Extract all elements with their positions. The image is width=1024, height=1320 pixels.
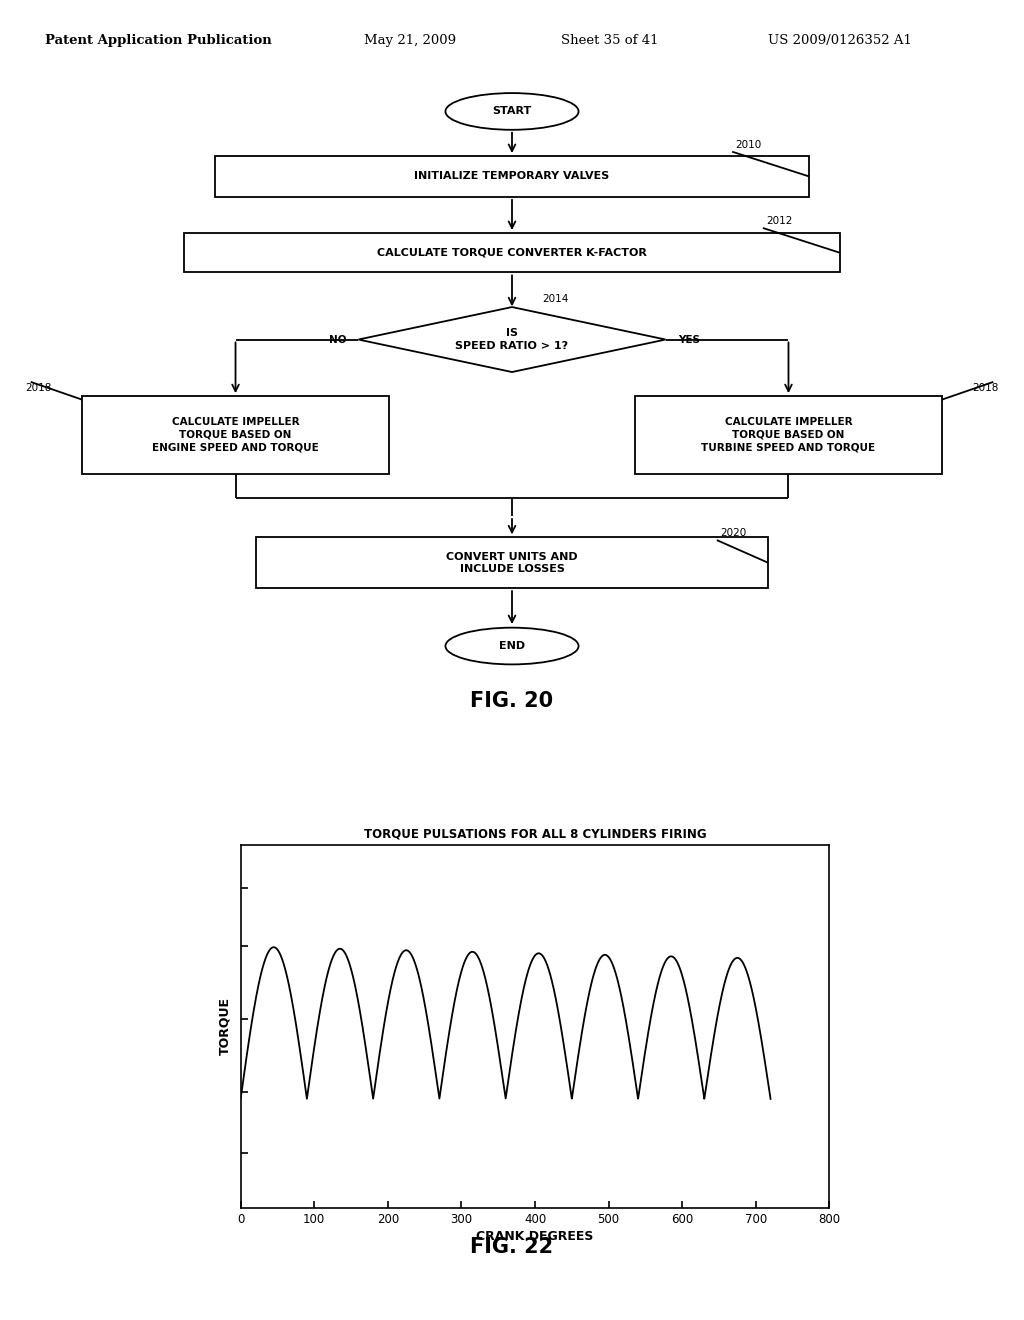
Ellipse shape [445,94,579,129]
Text: IS
SPEED RATIO > 1?: IS SPEED RATIO > 1? [456,329,568,351]
Text: May 21, 2009: May 21, 2009 [364,33,456,46]
Bar [184,232,840,272]
Text: FIG. 22: FIG. 22 [470,1237,554,1257]
Text: Patent Application Publication: Patent Application Publication [45,33,272,46]
Text: 2018: 2018 [972,383,998,392]
Bar [256,537,768,589]
Text: YES: YES [678,334,699,345]
Text: CALCULATE IMPELLER
TORQUE BASED ON
TURBINE SPEED AND TORQUE: CALCULATE IMPELLER TORQUE BASED ON TURBI… [701,417,876,453]
Text: 2012: 2012 [766,216,793,226]
Text: END: END [499,642,525,651]
Text: 2014: 2014 [543,293,569,304]
Text: 2010: 2010 [735,140,762,149]
Bar [82,396,389,474]
Bar [635,396,942,474]
Text: FIG. 20: FIG. 20 [470,692,554,711]
Text: CALCULATE TORQUE CONVERTER K-FACTOR: CALCULATE TORQUE CONVERTER K-FACTOR [377,248,647,257]
Text: CALCULATE IMPELLER
TORQUE BASED ON
ENGINE SPEED AND TORQUE: CALCULATE IMPELLER TORQUE BASED ON ENGIN… [153,417,318,453]
X-axis label: CRANK DEGREES: CRANK DEGREES [476,1230,594,1243]
Text: NO: NO [329,334,346,345]
Text: 2018: 2018 [26,383,52,392]
Text: CONVERT UNITS AND
INCLUDE LOSSES: CONVERT UNITS AND INCLUDE LOSSES [446,552,578,574]
Text: 2020: 2020 [720,528,746,539]
Y-axis label: TORQUE: TORQUE [218,998,231,1055]
Text: Sheet 35 of 41: Sheet 35 of 41 [560,33,658,46]
Text: START: START [493,107,531,116]
Bar [215,156,809,197]
Text: US 2009/0126352 A1: US 2009/0126352 A1 [768,33,911,46]
Ellipse shape [445,628,579,664]
Text: INITIALIZE TEMPORARY VALVES: INITIALIZE TEMPORARY VALVES [415,172,609,181]
Title: TORQUE PULSATIONS FOR ALL 8 CYLINDERS FIRING: TORQUE PULSATIONS FOR ALL 8 CYLINDERS FI… [364,828,707,841]
Polygon shape [358,308,666,372]
